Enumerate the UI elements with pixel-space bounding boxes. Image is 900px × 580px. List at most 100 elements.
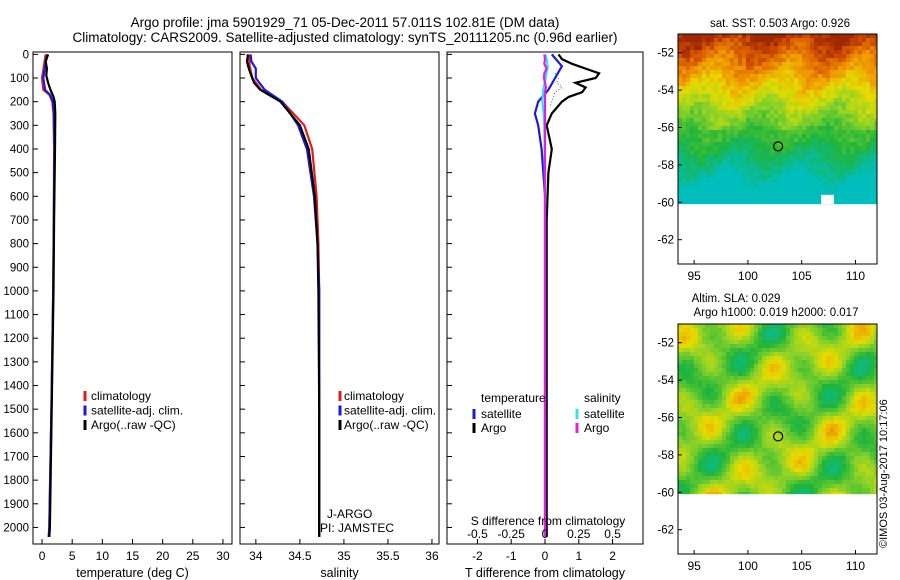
heatmap-cell bbox=[702, 202, 706, 205]
heatmap-cell bbox=[806, 202, 810, 205]
heatmap-cell bbox=[818, 98, 822, 102]
heatmap-cell bbox=[798, 158, 802, 162]
heatmap-cell bbox=[814, 158, 818, 162]
heatmap-cell bbox=[738, 58, 742, 62]
heatmap-cell bbox=[806, 416, 810, 420]
heatmap-cell bbox=[726, 420, 730, 424]
heatmap-cell bbox=[858, 202, 862, 205]
heatmap-cell bbox=[750, 436, 754, 440]
heatmap-cell bbox=[850, 38, 854, 42]
heatmap-cell bbox=[690, 416, 694, 420]
heatmap-cell bbox=[850, 364, 854, 368]
heatmap-cell bbox=[774, 202, 778, 205]
heatmap-cell bbox=[742, 54, 746, 58]
heatmap-cell bbox=[866, 90, 870, 94]
heatmap-cell bbox=[874, 202, 877, 205]
heatmap-cell bbox=[838, 162, 842, 166]
heatmap-cell bbox=[678, 376, 682, 380]
heatmap-cell bbox=[866, 86, 870, 90]
heatmap-cell bbox=[694, 70, 698, 74]
heatmap-cell bbox=[862, 114, 866, 118]
heatmap-cell bbox=[718, 392, 722, 396]
heatmap-cell bbox=[790, 416, 794, 420]
heatmap-cell bbox=[690, 484, 694, 488]
heatmap-cell bbox=[858, 324, 862, 328]
heatmap-cell bbox=[830, 114, 834, 118]
difference-s-tick-label: 0.25 bbox=[567, 527, 591, 541]
heatmap-cell bbox=[746, 388, 750, 392]
heatmap-cell bbox=[742, 62, 746, 66]
heatmap-cell bbox=[794, 368, 798, 372]
heatmap-cell bbox=[866, 352, 870, 356]
heatmap-cell bbox=[690, 440, 694, 444]
heatmap-cell bbox=[790, 408, 794, 412]
heatmap-cell bbox=[734, 98, 738, 102]
depth-tick-label: 1200 bbox=[3, 333, 29, 345]
heatmap-cell bbox=[718, 480, 722, 484]
heatmap-cell bbox=[714, 356, 718, 360]
heatmap-cell bbox=[806, 82, 810, 86]
heatmap-cell bbox=[850, 340, 854, 344]
heatmap-cell bbox=[742, 396, 746, 400]
heatmap-cell bbox=[718, 408, 722, 412]
heatmap-cell bbox=[810, 412, 814, 416]
heatmap-cell bbox=[810, 50, 814, 54]
heatmap-cell bbox=[738, 428, 742, 432]
heatmap-cell bbox=[762, 186, 766, 190]
heatmap-cell bbox=[774, 114, 778, 118]
heatmap-cell bbox=[710, 34, 714, 38]
heatmap-cell bbox=[742, 202, 746, 205]
heatmap-cell bbox=[814, 452, 818, 456]
heatmap-cell bbox=[746, 376, 750, 380]
heatmap-cell bbox=[706, 138, 710, 142]
heatmap-cell bbox=[818, 360, 822, 364]
heatmap-cell bbox=[854, 170, 858, 174]
heatmap-cell bbox=[738, 50, 742, 54]
heatmap-cell bbox=[798, 332, 802, 336]
depth-tick-label: 900 bbox=[10, 262, 29, 274]
heatmap-cell bbox=[834, 38, 838, 42]
difference-series-dotted-reference bbox=[549, 73, 563, 107]
heatmap-cell bbox=[822, 380, 826, 384]
heatmap-cell bbox=[694, 94, 698, 98]
heatmap-cell bbox=[822, 476, 826, 480]
heatmap-cell bbox=[726, 90, 730, 94]
heatmap-cell bbox=[830, 134, 834, 138]
heatmap-cell bbox=[790, 464, 794, 468]
heatmap-cell bbox=[750, 432, 754, 436]
heatmap-cell bbox=[854, 146, 858, 150]
heatmap-cell bbox=[730, 392, 734, 396]
heatmap-cell bbox=[682, 178, 686, 182]
heatmap-cell bbox=[722, 166, 726, 170]
heatmap-cell bbox=[846, 66, 850, 70]
heatmap-cell bbox=[734, 86, 738, 90]
heatmap-cell bbox=[762, 388, 766, 392]
heatmap-cell bbox=[838, 122, 842, 126]
heatmap-cell bbox=[766, 488, 770, 492]
heatmap-cell bbox=[730, 476, 734, 480]
heatmap-cell bbox=[782, 166, 786, 170]
heatmap-cell bbox=[730, 114, 734, 118]
heatmap-cell bbox=[698, 428, 702, 432]
heatmap-cell bbox=[750, 122, 754, 126]
heatmap-cell bbox=[734, 74, 738, 78]
heatmap-cell bbox=[754, 324, 758, 328]
heatmap-cell bbox=[858, 90, 862, 94]
heatmap-cell bbox=[686, 34, 690, 38]
heatmap-cell bbox=[810, 34, 814, 38]
heatmap-cell bbox=[798, 94, 802, 98]
heatmap-cell bbox=[830, 468, 834, 472]
heatmap-cell bbox=[734, 202, 738, 205]
heatmap-cell bbox=[766, 480, 770, 484]
heatmap-cell bbox=[722, 384, 726, 388]
heatmap-cell bbox=[870, 412, 874, 416]
heatmap-cell bbox=[714, 484, 718, 488]
heatmap-cell bbox=[786, 436, 790, 440]
heatmap-cell bbox=[726, 440, 730, 444]
heatmap-cell bbox=[774, 324, 778, 328]
heatmap-cell bbox=[726, 146, 730, 150]
heatmap-cell bbox=[722, 448, 726, 452]
heatmap-cell bbox=[678, 344, 682, 348]
heatmap-cell bbox=[778, 78, 782, 82]
heatmap-cell bbox=[838, 432, 842, 436]
